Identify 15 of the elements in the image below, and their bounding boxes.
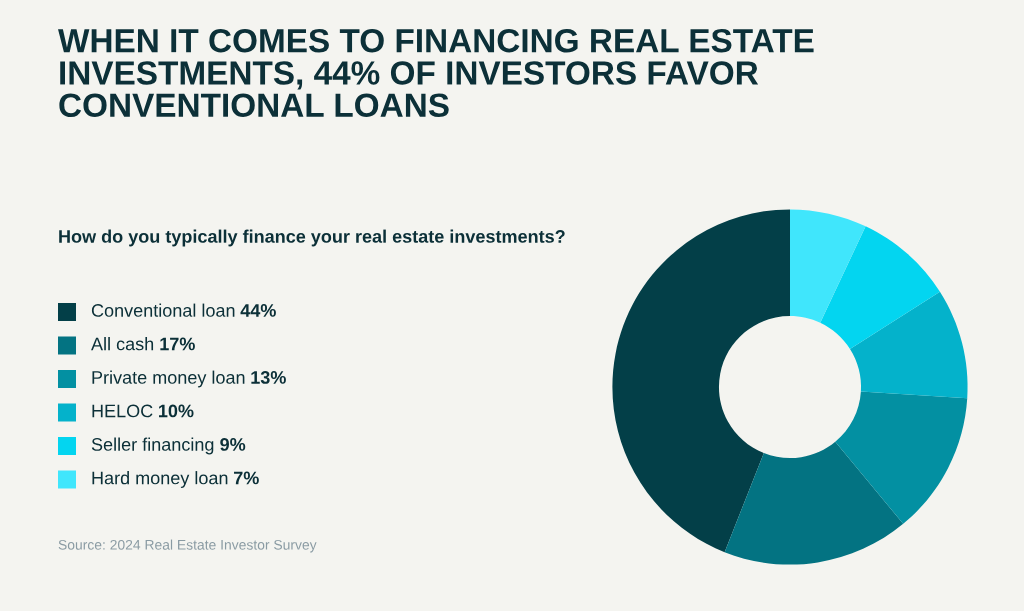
- data-label: 44%: [240, 304, 276, 317]
- chart-title: WHEN IT COMES TO FINANCING REAL ESTATE INVESTMENTS, 44% OF INVESTORS FAVOR CONVENTIONAL LOANS: [58, 28, 814, 118]
- data-label: 17%: [160, 337, 195, 351]
- legend-label: Conventional loan: [91, 303, 235, 317]
- legend-label: HELOC: [92, 404, 153, 418]
- data-label: 7%: [234, 471, 259, 485]
- legend-label: Private money loan: [92, 370, 245, 388]
- legend-label: All cash: [91, 337, 154, 351]
- data-label: 13%: [251, 371, 286, 384]
- source-note: Source: 2024 Real Estate Investor Survey: [58, 539, 317, 553]
- legend-label: Hard money loan: [92, 471, 228, 488]
- legend-label: Seller financing: [91, 437, 214, 455]
- data-label: 9%: [220, 438, 246, 451]
- text: How do you typically finance your real estate investments?: [59, 229, 565, 247]
- data-label: 10%: [159, 404, 194, 418]
